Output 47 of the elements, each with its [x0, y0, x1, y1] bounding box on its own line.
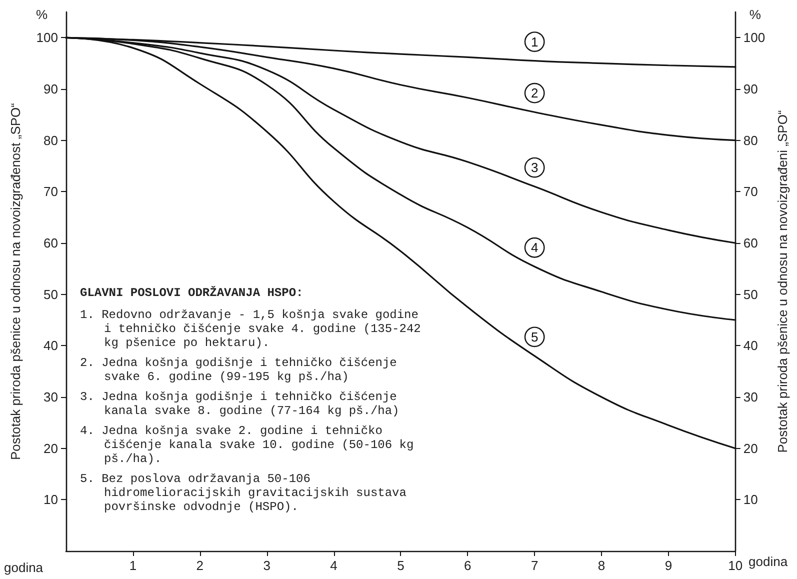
annotation: 1. Redovno održavanje - 1,5 košnja svake godine i tehničko čišćenje svake 4. godine (135-242 kg pšenice po hektaru).: [80, 308, 422, 350]
x-tick-label: 4: [330, 558, 338, 573]
x-tick-label: 9: [664, 558, 672, 573]
text: %: [749, 7, 762, 22]
y-tick-label: 70: [44, 184, 58, 200]
x-axis-title: godina: [748, 554, 788, 569]
x-tick-label: 5: [397, 558, 404, 573]
series-label: 3: [530, 160, 538, 176]
y2-axis-title: Postotak priroda pšenice u odnosu na novoizgrađeni „SPO“: [775, 110, 790, 453]
x-tick-label: 3: [263, 558, 270, 573]
y2-tick-label: 80: [743, 132, 758, 148]
y-tick-label: 80: [44, 132, 58, 148]
annotation: 3. Jedna košnja godišnje i tehničko čišćenje kanala svake 8. godine (77-164 kg pš./ha): [80, 390, 400, 418]
x-tick-label: 2: [196, 558, 204, 573]
y2-tick-label: 30: [743, 390, 758, 404]
annotation: 2. Jedna košnja godišnje i tehničko čišćenje svake 6. godine (99-195 kg pš./ha): [80, 356, 398, 384]
y-axis-title: Postotak priroda pšenice u odnosu na novoizgrađenost „SPO“: [8, 103, 23, 460]
x-tick-label: 6: [464, 558, 472, 573]
y2-tick-label: 50: [743, 286, 758, 302]
y-tick-label: 10: [44, 492, 58, 508]
x-tick-label: 7: [530, 558, 538, 573]
text: godina: [4, 560, 44, 575]
y-tick-label: 20: [44, 440, 58, 456]
y2-tick-label: 100: [743, 30, 766, 46]
y-tick-label: 100: [36, 30, 58, 46]
y2-tick-label: 10: [743, 492, 758, 508]
x-tick-label: 10: [728, 558, 743, 573]
y-tick-label: 60: [44, 236, 58, 250]
y-tick-label: 30: [44, 390, 58, 404]
series-label: 1: [530, 34, 538, 50]
annotation: 5. Bez poslova održavanja 50-106 hidromelioracijskih gravitacijskih sustava površinske odvodnje (HSPO).: [80, 472, 408, 514]
annotation: 4. Jedna košnja svake 2. godine i tehničko čišćenje kanala svake 10. godine (50-106 kg pš./ha).: [80, 424, 415, 466]
series-label: 5: [530, 329, 538, 344]
y2-tick-label: 90: [743, 82, 758, 96]
x-tick-label: 8: [598, 558, 606, 573]
y2-tick-label: 40: [743, 338, 758, 354]
y-tick-label: 50: [44, 286, 58, 302]
y2-tick-label: 20: [743, 440, 758, 456]
x-tick-label: 1: [129, 558, 137, 573]
y-tick-label: 40: [44, 338, 58, 354]
annotation: GLAVNI POSLOVI ODRŽAVANJA HSPO:: [80, 286, 304, 300]
y2-tick-label: 60: [743, 236, 758, 250]
y-tick-label: 90: [44, 82, 58, 96]
y2-tick-label: 70: [743, 184, 758, 200]
series-label: 4: [530, 240, 538, 256]
text: %: [36, 7, 48, 22]
series-label: 2: [530, 86, 538, 101]
